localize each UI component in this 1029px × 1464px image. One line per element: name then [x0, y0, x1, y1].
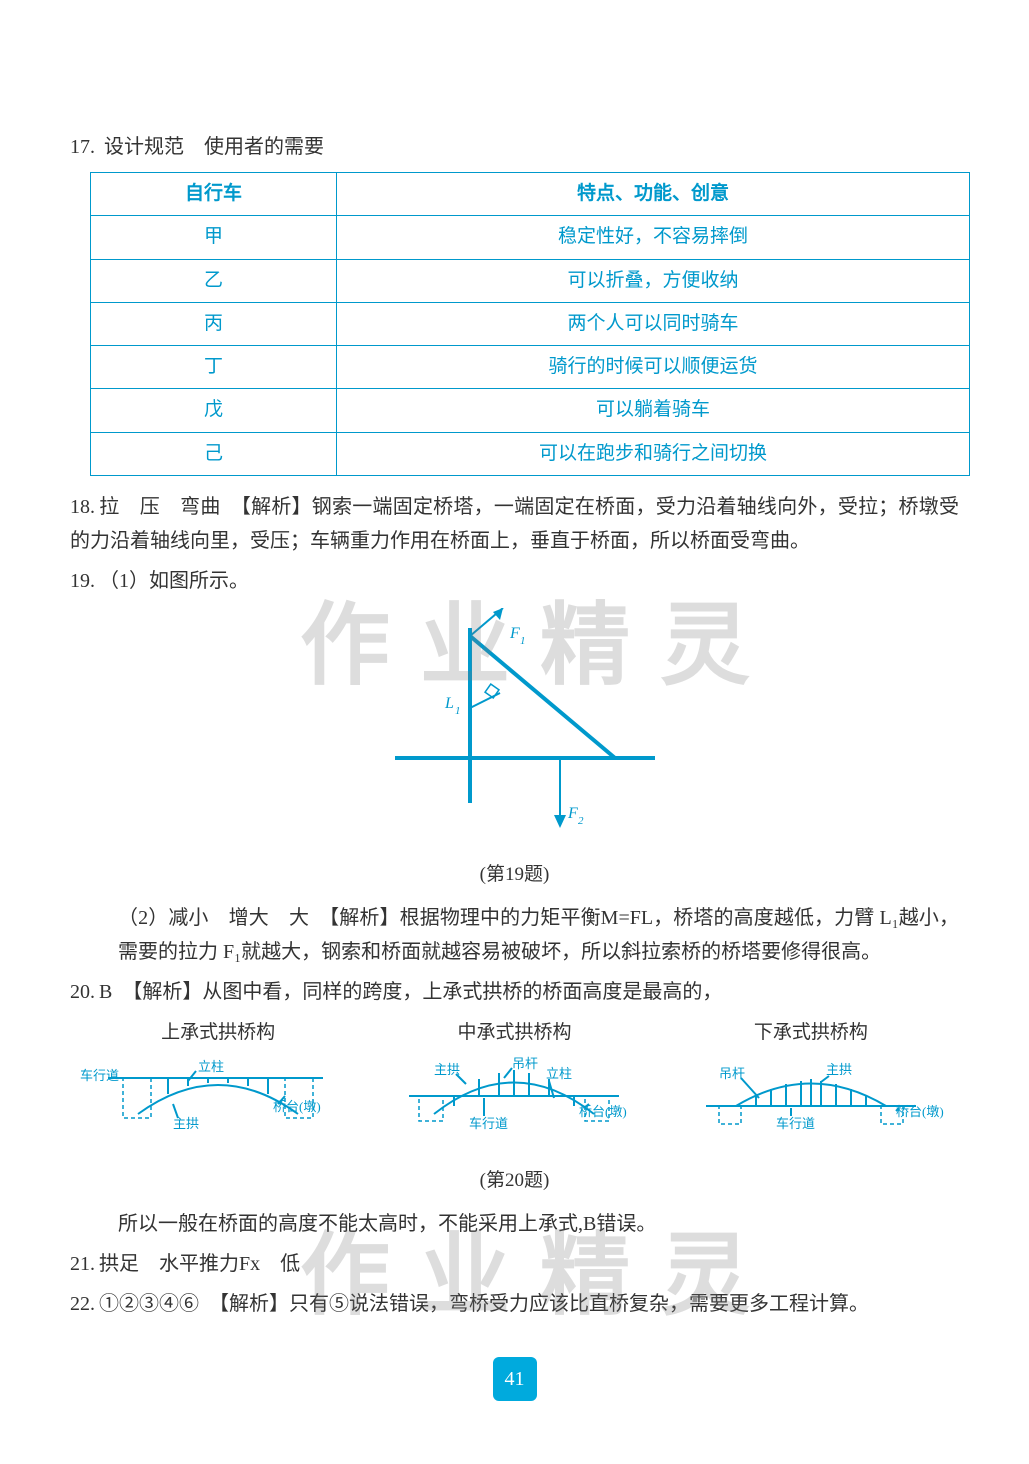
table-cell: 乙	[91, 259, 337, 302]
page-number-badge: 41	[493, 1357, 537, 1401]
table-cell: 稳定性好，不容易摔倒	[337, 216, 970, 259]
q20-line: 20.B 【解析】从图中看，同样的跨度，上承式拱桥的桥面高度是最高的，	[70, 975, 959, 1009]
bridge-bottom: 下承式拱桥构 吊杆 主拱 车行道 桥台(墩)	[663, 1017, 959, 1156]
page-footer: 41	[70, 1327, 959, 1401]
q19-diagram: F 1 L 1 F 2	[70, 608, 959, 849]
q20-analysis: 【解析】从图中看，同样的跨度，上承式拱桥的桥面高度是最高的，	[132, 981, 722, 1003]
table-cell: 可以在跑步和骑行之间切换	[337, 432, 970, 475]
svg-text:桥台(墩): 桥台(墩)	[896, 1104, 944, 1119]
q21-number: 21.	[70, 1253, 95, 1275]
table-cell: 骑行的时候可以顺便运货	[337, 346, 970, 389]
q22-number: 22.	[70, 1293, 95, 1315]
table-row: 戊 可以躺着骑车	[91, 389, 970, 432]
svg-text:车行道: 车行道	[776, 1116, 815, 1131]
svg-text:1: 1	[520, 635, 526, 647]
q19-part1: 19.（1）如图所示。	[70, 564, 959, 598]
table-row: 丙 两个人可以同时骑车	[91, 302, 970, 345]
bridge-top: 上承式拱桥构 车行道 立柱 主拱 桥台(墩)	[70, 1017, 366, 1156]
table-header: 特点、功能、创意	[337, 173, 970, 216]
q17-line: 17. 设计规范 使用者的需要	[70, 130, 959, 164]
svg-text:F: F	[567, 805, 578, 822]
table-cell: 甲	[91, 216, 337, 259]
svg-text:吊杆: 吊杆	[512, 1056, 538, 1071]
table-row: 丁 骑行的时候可以顺便运货	[91, 346, 970, 389]
svg-text:主拱: 主拱	[173, 1116, 199, 1131]
table-header: 自行车	[91, 173, 337, 216]
svg-text:立柱: 立柱	[198, 1059, 224, 1074]
bridge-title: 上承式拱桥构	[70, 1017, 366, 1049]
q20-answer: B	[99, 981, 112, 1003]
q20-conclusion: 所以一般在桥面的高度不能太高时，不能采用上承式,B错误。	[70, 1207, 959, 1241]
bridge-middle: 中承式拱桥构 主拱 吊杆 立柱 车行道	[366, 1017, 662, 1156]
q19-caption: (第19题)	[70, 859, 959, 891]
bridge-title: 中承式拱桥构	[366, 1017, 662, 1049]
svg-text:车行道: 车行道	[80, 1068, 119, 1083]
q17-number: 17.	[70, 136, 95, 158]
q17-text: 设计规范 使用者的需要	[104, 136, 324, 158]
table-cell: 可以折叠，方便收纳	[337, 259, 970, 302]
q22-text: ①②③④⑥ 【解析】只有⑤说法错误，弯桥受力应该比直桥复杂，需要更多工程计算。	[99, 1293, 869, 1315]
q19-part1-text: （1）如图所示。	[99, 570, 249, 592]
bridge-title: 下承式拱桥构	[663, 1017, 959, 1049]
svg-text:1: 1	[455, 705, 461, 717]
table-cell: 两个人可以同时骑车	[337, 302, 970, 345]
table-row: 己 可以在跑步和骑行之间切换	[91, 432, 970, 475]
svg-text:F: F	[509, 625, 520, 642]
bridge-diagrams: 上承式拱桥构 车行道 立柱 主拱 桥台(墩)	[70, 1017, 959, 1156]
table-cell: 己	[91, 432, 337, 475]
table-row: 甲 稳定性好，不容易摔倒	[91, 216, 970, 259]
q18-number: 18.	[70, 496, 95, 518]
q19-part2: （2）减小 增大 大 【解析】根据物理中的力矩平衡M=FL，桥塔的高度越低，力臂…	[70, 901, 959, 969]
q18-block: 18.拉 压 弯曲 【解析】钢索一端固定桥塔，一端固定在桥面，受力沿着轴线向外，…	[70, 490, 959, 558]
svg-text:立柱: 立柱	[546, 1066, 572, 1081]
svg-text:2: 2	[578, 815, 584, 827]
q19-number: 19.	[70, 570, 95, 592]
table-cell: 戊	[91, 389, 337, 432]
table-cell: 可以躺着骑车	[337, 389, 970, 432]
svg-text:L: L	[444, 695, 454, 712]
q21-block: 21.拱足 水平推力Fx 低	[70, 1247, 959, 1281]
q18-text: 拉 压 弯曲 【解析】钢索一端固定桥塔，一端固定在桥面，受力沿着轴线向外，受拉；…	[70, 496, 959, 552]
q21-text: 拱足 水平推力Fx 低	[99, 1253, 300, 1275]
q22-block: 22.①②③④⑥ 【解析】只有⑤说法错误，弯桥受力应该比直桥复杂，需要更多工程计…	[70, 1287, 959, 1321]
table-cell: 丁	[91, 346, 337, 389]
svg-text:主拱: 主拱	[826, 1062, 852, 1077]
table-row: 乙 可以折叠，方便收纳	[91, 259, 970, 302]
table-cell: 丙	[91, 302, 337, 345]
q17-table: 自行车 特点、功能、创意 甲 稳定性好，不容易摔倒 乙 可以折叠，方便收纳 丙 …	[90, 172, 970, 476]
q20-caption: (第20题)	[70, 1165, 959, 1197]
svg-text:车行道: 车行道	[469, 1116, 508, 1131]
q20-number: 20.	[70, 981, 95, 1003]
